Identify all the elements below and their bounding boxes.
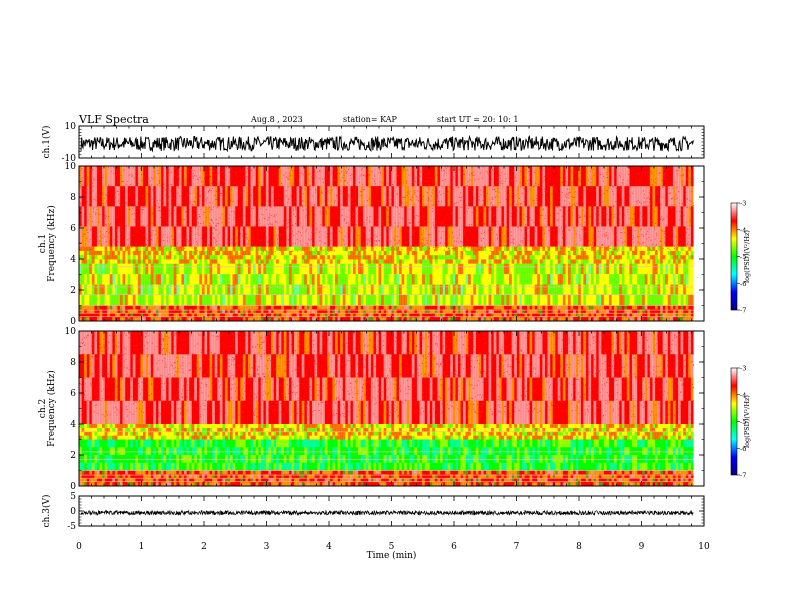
x-tick-label-9: 9 [639, 542, 645, 552]
colorbar-tick-2-4: -7 [740, 472, 746, 480]
y-tick-label-p1-3: 6 [70, 224, 76, 234]
y-tick-label-p2-1: 2 [70, 451, 76, 461]
y-tick-label-p1-1: 2 [70, 286, 76, 296]
spectrogram-image-1 [79, 166, 695, 322]
y-tick-label-p1-5: 10 [65, 162, 77, 172]
colorbar-tick-1-1: -4 [740, 226, 746, 234]
y-tick-label-p2-3: 6 [70, 389, 76, 399]
x-tick-label-4: 4 [326, 542, 332, 552]
x-tick-label-8: 8 [576, 542, 582, 552]
x-tick-label-6: 6 [451, 542, 457, 552]
y-axis-label-2-1: Frequency (kHz) [46, 370, 57, 447]
y-tick-label-p2-5: 10 [65, 327, 77, 337]
y-axis-label-3-0: ch.3(V) [41, 495, 52, 528]
y-tick-label-p3-0: 5 [70, 492, 76, 502]
y-tick-label-p3-1: 0 [70, 507, 76, 517]
y-tick-label-p2-4: 8 [70, 358, 76, 368]
colorbar-tick-2-2: -5 [740, 418, 746, 426]
colorbar-label-2: log(PSD)(V²/Hz) [743, 395, 751, 448]
colorbar-tick-1-0: -3 [740, 200, 746, 208]
colorbar-tick-2-1: -4 [740, 391, 746, 399]
x-tick-label-5: 5 [389, 542, 395, 552]
chart-title: VLF Spectra [79, 113, 149, 126]
x-axis-label: Time (min) [367, 550, 417, 561]
colorbar-tick-1-2: -5 [740, 253, 746, 261]
x-tick-label-7: 7 [514, 542, 520, 552]
colorbar-tick-1-3: -6 [740, 280, 746, 288]
colorbar-tick-1-4: -7 [740, 307, 746, 315]
y-axis-label-0-0: ch.1(V) [41, 126, 52, 159]
colorbar-tick-2-0: -3 [740, 365, 746, 373]
x-tick-label-2: 2 [201, 542, 207, 552]
waveform-trace-3 [80, 509, 694, 517]
y-tick-label-p0-1: -10 [62, 154, 77, 164]
colorbar-tick-2-3: -6 [740, 445, 746, 453]
y-tick-label-p1-0: 0 [70, 317, 76, 327]
colorbar-label-1: log(PSD)(V²/Hz) [743, 230, 751, 283]
y-axis-label-1-1: Frequency (kHz) [46, 205, 57, 282]
y-tick-label-p3-2: -5 [67, 522, 76, 532]
colorbar-1 [730, 202, 738, 311]
y-tick-label-p0-0: 10 [65, 122, 77, 132]
x-tick-label-10: 10 [698, 542, 710, 552]
y-tick-label-p2-2: 4 [70, 420, 76, 430]
start-time-label: start UT = 20: 10: 1 [437, 115, 519, 124]
spectrogram-image-2 [79, 331, 695, 487]
x-tick-label-0: 0 [76, 542, 82, 552]
y-axis-label-2-0: ch.2 [38, 399, 48, 418]
station-label: station= KAP [343, 115, 397, 124]
date-label: Aug.8 , 2023 [251, 115, 303, 124]
waveform-trace-0 [80, 134, 694, 153]
x-tick-label-1: 1 [139, 542, 145, 552]
y-tick-label-p1-2: 4 [70, 255, 76, 265]
x-tick-label-3: 3 [264, 542, 270, 552]
colorbar-2 [730, 367, 738, 476]
y-axis-label-1-0: ch.1 [38, 234, 48, 253]
y-tick-label-p2-0: 0 [70, 482, 76, 492]
y-tick-label-p1-4: 8 [70, 193, 76, 203]
